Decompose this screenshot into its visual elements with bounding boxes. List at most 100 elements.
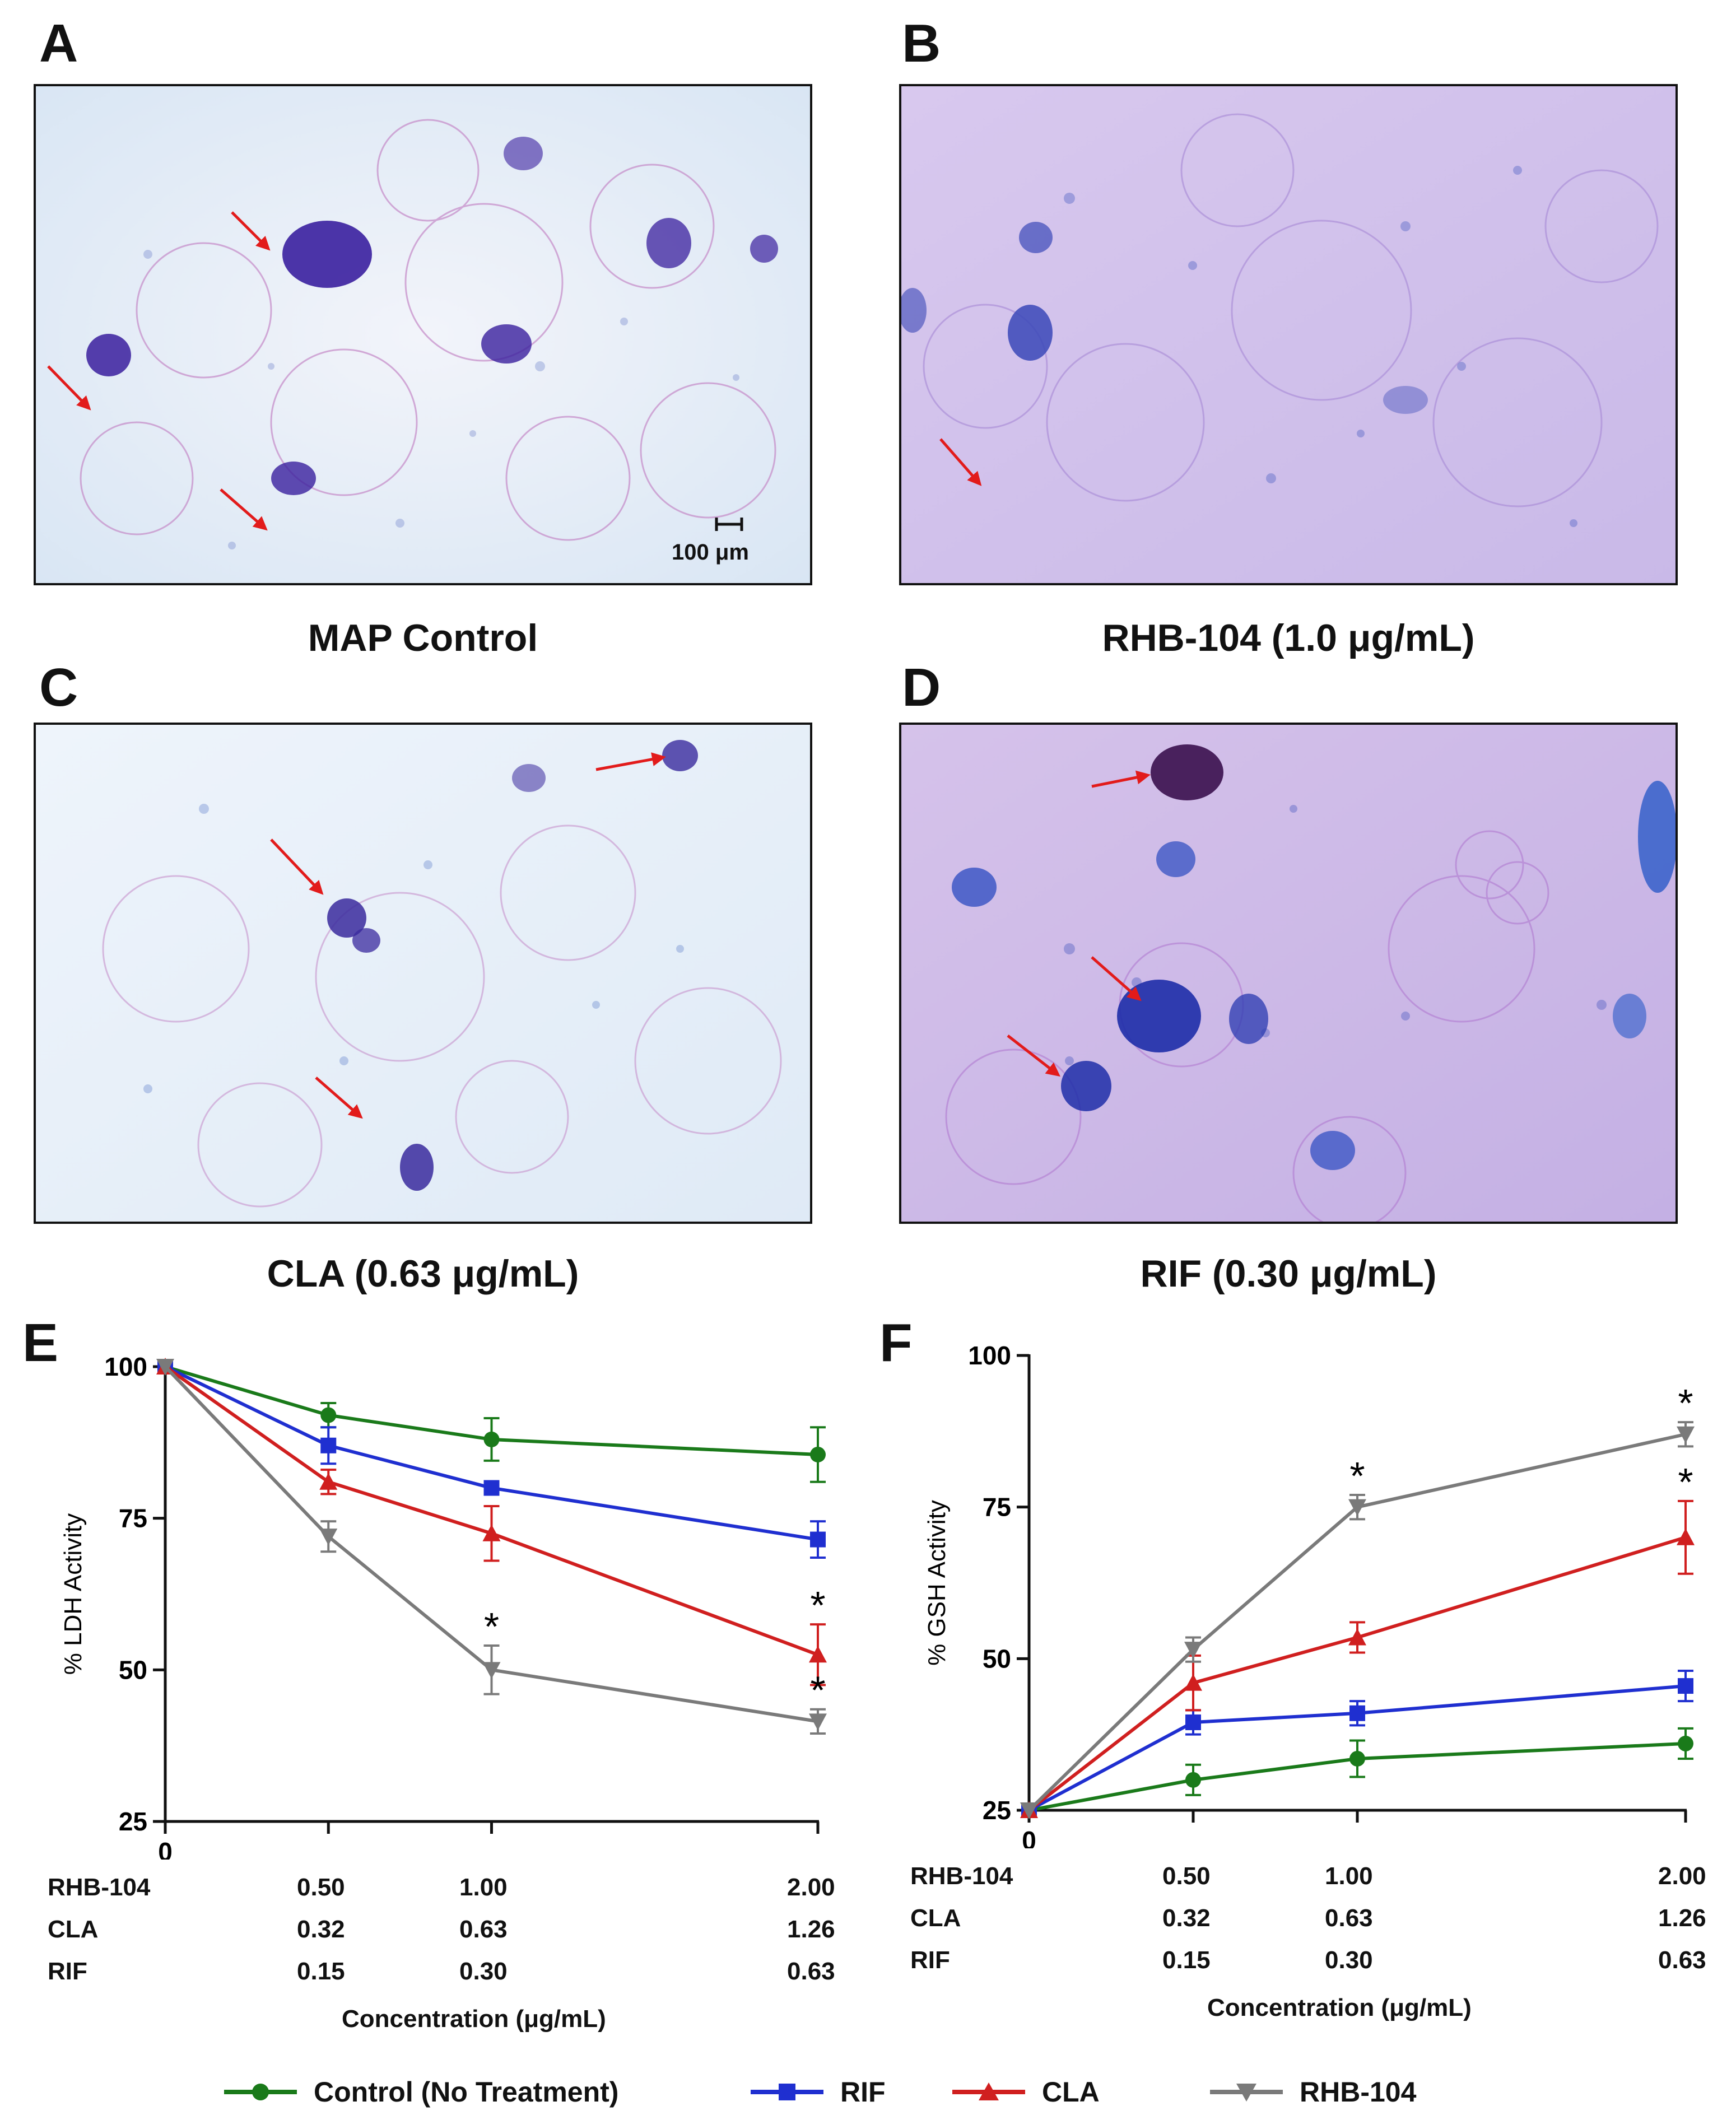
series-line xyxy=(164,1365,819,1657)
conc-value: 1.00 xyxy=(459,1874,508,1901)
legend-marker-triangle-down-icon xyxy=(1210,2084,1283,2102)
conc-value: 0.63 xyxy=(1658,1946,1706,1974)
panel-letter-f: F xyxy=(879,1313,913,1373)
conc-axis-title: Concentration (μg/mL) xyxy=(1207,1994,1472,2021)
legend-item-rif: RIF xyxy=(751,2072,886,2112)
conc-axis-title: Concentration (μg/mL) xyxy=(342,2005,606,2033)
conc-value: 0.30 xyxy=(459,1958,508,1985)
y-tick-label: 75 xyxy=(119,1504,147,1533)
panel-letter-c: C xyxy=(39,658,78,717)
conc-value: 2.00 xyxy=(1658,1862,1706,1890)
y-tick-label: 100 xyxy=(104,1352,147,1381)
y-tick-label: 25 xyxy=(119,1807,147,1836)
micrograph-c-image xyxy=(36,725,810,1222)
caption-d: RIF (0.30 μg/mL) xyxy=(1140,1252,1437,1295)
data-point xyxy=(1185,1714,1201,1731)
panel-letter-a: A xyxy=(39,13,78,73)
panel-letter-d: D xyxy=(902,658,941,717)
series-control-no-treatment- xyxy=(1021,1727,1693,1818)
micrograph-a: 100 μm xyxy=(34,84,812,585)
data-point xyxy=(1348,1628,1366,1646)
y-tick-label: 50 xyxy=(983,1644,1011,1673)
significance-star: * xyxy=(810,1669,825,1712)
significance-star: * xyxy=(1678,1381,1693,1425)
micrograph-d-image xyxy=(901,725,1676,1222)
data-point xyxy=(1349,1750,1365,1767)
legend-marker-circle-icon xyxy=(224,2084,297,2100)
micrograph-b-image xyxy=(901,86,1676,583)
conc-drug-label: RHB-104 xyxy=(910,1862,1013,1890)
y-axis-label: % LDH Activity xyxy=(59,1513,87,1675)
data-point xyxy=(1677,1528,1695,1545)
series-rhb-104 xyxy=(156,1359,827,1735)
legend-label: RIF xyxy=(840,2076,886,2108)
conc-value: 1.00 xyxy=(1325,1862,1373,1890)
arrow-icon xyxy=(47,211,271,531)
data-point xyxy=(320,1437,337,1453)
legend-label: Control (No Treatment) xyxy=(314,2076,619,2108)
data-point xyxy=(1678,1735,1693,1751)
conc-value: 0.15 xyxy=(297,1958,345,1985)
significance-star: * xyxy=(810,1583,825,1627)
conc-value: 0.63 xyxy=(787,1958,835,1985)
data-point xyxy=(1677,1426,1695,1443)
arrow-icon xyxy=(939,438,982,486)
significance-star: * xyxy=(1349,1454,1365,1498)
series-line xyxy=(1028,1684,1686,1812)
series-rhb-104 xyxy=(1020,1421,1695,1819)
data-point xyxy=(1349,1705,1365,1721)
legend-label: CLA xyxy=(1042,2076,1100,2108)
micrograph-a-image xyxy=(36,86,810,583)
data-point xyxy=(482,1524,501,1541)
data-point xyxy=(1184,1674,1202,1691)
y-tick-label: 25 xyxy=(983,1796,1011,1825)
series-line xyxy=(164,1365,818,1723)
data-point xyxy=(320,1407,337,1423)
legend-marker-square-icon xyxy=(751,2084,823,2100)
conc-value: 2.00 xyxy=(787,1874,835,1901)
legend-item-control: Control (No Treatment) xyxy=(224,2072,618,2112)
data-point xyxy=(483,1480,500,1496)
series-line xyxy=(1027,1432,1686,1812)
y-tick-label: 100 xyxy=(968,1344,1011,1370)
data-point xyxy=(319,1473,338,1490)
data-point xyxy=(809,1713,827,1731)
chart-f-gsh: 25 50 75 100 0 % GSH Activity * * * xyxy=(923,1344,1695,1848)
legend-marker-triangle-up-icon xyxy=(952,2082,1025,2100)
conc-drug-label: RHB-104 xyxy=(48,1874,151,1901)
significance-star: * xyxy=(1678,1460,1693,1504)
conc-value: 0.15 xyxy=(1162,1946,1211,1974)
data-point xyxy=(482,1662,501,1679)
arrow-icon xyxy=(1007,770,1151,1077)
series-line xyxy=(165,1365,818,1456)
data-point xyxy=(1185,1772,1201,1788)
significance-star: * xyxy=(484,1605,499,1648)
y-axis-label: % GSH Activity xyxy=(923,1500,951,1666)
arrow-icon xyxy=(270,752,666,1119)
conc-drug-label: CLA xyxy=(48,1916,99,1943)
y-tick-label: 75 xyxy=(983,1493,1011,1522)
caption-b: RHB-104 (1.0 μg/mL) xyxy=(1102,617,1475,659)
data-point xyxy=(809,1646,827,1663)
legend: Control (No Treatment) RIF CLA RHB-104 xyxy=(224,2072,1512,2112)
series-line xyxy=(1028,1535,1686,1812)
conc-value: 0.63 xyxy=(459,1916,508,1943)
conc-drug-label: CLA xyxy=(910,1904,961,1932)
series-line xyxy=(164,1365,818,1541)
y-tick-label: 50 xyxy=(119,1655,147,1684)
conc-value: 0.32 xyxy=(297,1916,345,1943)
data-point xyxy=(1184,1642,1202,1659)
data-point xyxy=(483,1431,500,1447)
x-tick-label: 0 xyxy=(1022,1826,1036,1848)
series-line xyxy=(1028,1741,1686,1812)
micrograph-d xyxy=(899,723,1678,1224)
conc-drug-label: RIF xyxy=(48,1958,87,1985)
data-point xyxy=(810,1531,826,1548)
conc-value: 0.63 xyxy=(1325,1904,1373,1932)
legend-item-rhb104: RHB-104 xyxy=(1210,2072,1416,2112)
conc-value: 0.32 xyxy=(1162,1904,1211,1932)
panel-letter-e: E xyxy=(22,1313,59,1373)
data-point xyxy=(156,1359,174,1376)
data-point xyxy=(319,1529,338,1546)
conc-value: 1.26 xyxy=(787,1916,835,1943)
